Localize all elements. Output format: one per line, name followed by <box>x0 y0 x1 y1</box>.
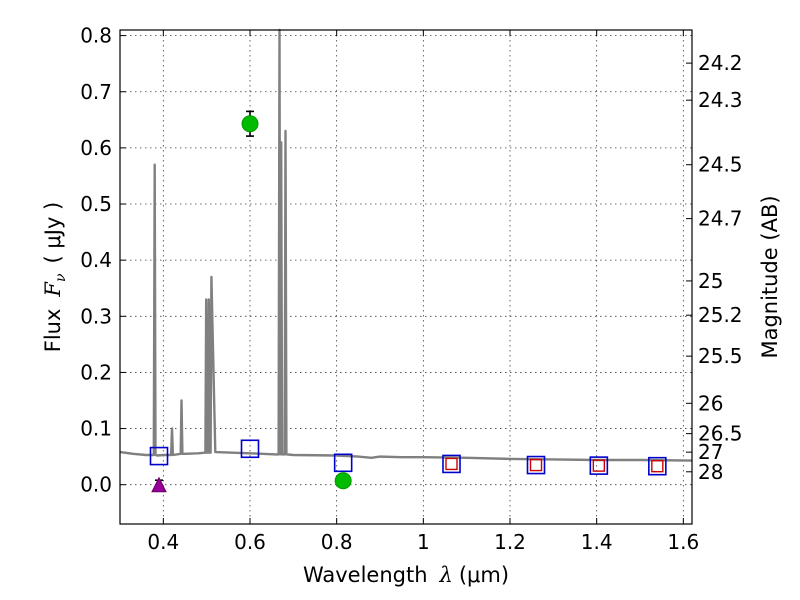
data-markers <box>149 110 667 493</box>
axis-ticks: 0.4 0.6 0.8 1 1.2 1.4 1.6 0.0 0.1 0.2 0.3 0.4 0.5 0.6… <box>80 24 742 554</box>
upper-limit-marker <box>151 476 167 493</box>
y-axis-title-prefix: Flux <box>41 309 65 353</box>
right-tick-label: 27 <box>698 440 723 464</box>
y-tick-label: 0.7 <box>80 80 112 104</box>
right-tick-label: 24.2 <box>698 51 743 75</box>
model-photometry-marker <box>149 446 169 466</box>
detection-marker <box>334 472 352 490</box>
y-tick-label: 0.5 <box>80 192 112 216</box>
right-tick-label: 25 <box>698 269 723 293</box>
x-tick-label: 1.2 <box>494 530 526 554</box>
x-tick-label: 0.8 <box>321 530 353 554</box>
model-photometry-marker <box>333 453 353 473</box>
y-tick-label: 0.1 <box>80 417 112 441</box>
right-tick-label: 26.5 <box>698 422 743 446</box>
spectrum-line <box>119 28 693 462</box>
y-tick-label: 0.0 <box>80 473 112 497</box>
x-axis-title-unit: (μm) <box>459 563 509 587</box>
y-tick-label: 0.8 <box>80 24 112 48</box>
x-tick-label: 0.4 <box>147 530 179 554</box>
y-tick-label: 0.6 <box>80 136 112 160</box>
x-tick-label: 1.6 <box>667 530 699 554</box>
model-photometry-marker <box>442 454 461 474</box>
model-photometry-marker <box>589 456 609 475</box>
inner-photometry-marker <box>651 459 664 473</box>
right-tick-label: 26 <box>698 391 723 415</box>
model-photometry-marker <box>526 455 546 475</box>
right-tick-label: 24.3 <box>698 88 743 112</box>
right-tick-label: 28 <box>698 460 723 484</box>
y-tick-label: 0.4 <box>80 248 112 272</box>
x-tick-label: 0.6 <box>234 530 266 554</box>
x-tick-label: 1.4 <box>581 530 613 554</box>
plot-frame <box>119 29 693 525</box>
inner-photometry-marker <box>592 459 606 472</box>
y-axis-title-unit: ( μJy ) <box>41 202 65 264</box>
y-tick-label: 0.2 <box>80 360 112 384</box>
model-photometry-marker <box>240 439 260 459</box>
x-axis-title-var: λ <box>439 563 453 587</box>
x-tick-label: 1 <box>417 530 430 554</box>
right-tick-label: 24.5 <box>698 153 743 177</box>
inner-photometry-marker <box>529 458 543 472</box>
x-axis-title: Wavelength λ (μm) <box>303 563 509 587</box>
right-tick-label: 24.7 <box>698 207 743 231</box>
right-tick-label: 25.2 <box>698 303 743 327</box>
model-photometry-marker <box>648 456 667 476</box>
y-axis-title: Flux Fν ( μJy ) <box>41 202 69 352</box>
y-axis-title-var: F <box>41 281 65 298</box>
inner-photometry-marker <box>445 457 458 471</box>
model-spectrum <box>119 28 693 462</box>
y-axis-title-sub: ν <box>53 273 69 282</box>
y-tick-label: 0.3 <box>80 304 112 328</box>
detection-marker <box>241 115 259 133</box>
right-axis-title: Magnitude (AB) <box>758 195 782 358</box>
x-axis-title-prefix: Wavelength <box>303 563 428 587</box>
right-tick-label: 25.5 <box>698 344 743 368</box>
